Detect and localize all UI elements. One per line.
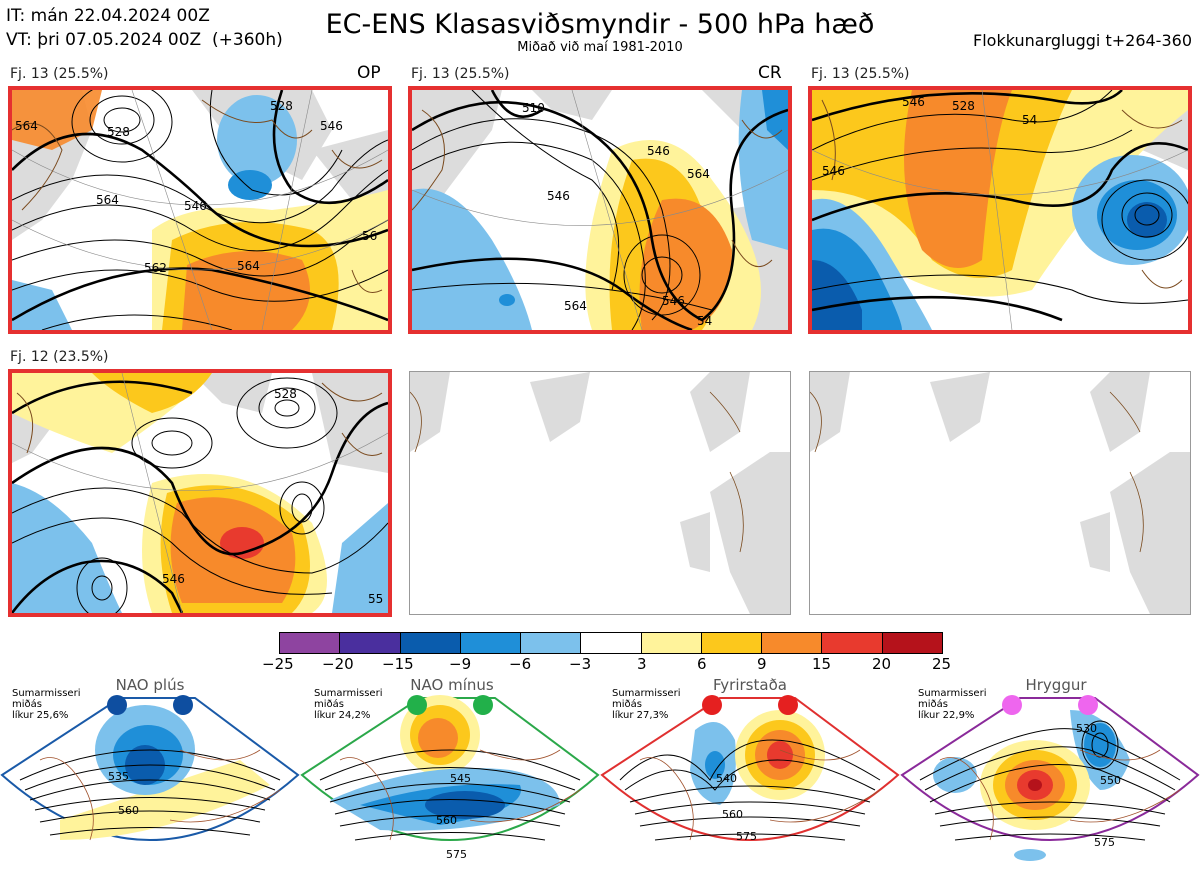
contour-label: 54: [1022, 113, 1037, 127]
contour-label: 546: [320, 119, 343, 133]
contour-label: 546: [662, 294, 685, 308]
contour-label: 575: [736, 830, 757, 843]
page-subtitle: Miðað við maí 1981-2010: [517, 40, 683, 55]
cluster-map-1[interactable]: 528 564 546 564 562 546 564 56 528: [8, 86, 392, 334]
classification-window: Flokkunargluggi t+264-360: [973, 31, 1192, 50]
contour-label: 528: [952, 99, 975, 113]
season-label: Sumarmisseri: [314, 688, 383, 699]
panel-2-tag: CR: [758, 63, 782, 83]
contour-label: 562: [144, 261, 167, 275]
contour-label: 528: [107, 125, 130, 139]
valid-time: VT: þri 07.05.2024 00Z (+360h): [6, 30, 283, 50]
contour-label: 564: [237, 259, 260, 273]
panel-1-tag: OP: [357, 63, 381, 83]
contour-label: 56: [362, 229, 377, 243]
colorbar-tick: 6: [697, 655, 707, 673]
colorbar-tick: 3: [637, 655, 647, 673]
contour-label: 545: [450, 772, 471, 785]
contour-label: 55: [368, 592, 383, 606]
probability-label: líkur 27,3%: [612, 710, 669, 721]
season-label: Sumarmisseri: [12, 688, 81, 699]
median-label: miðás: [12, 699, 42, 710]
colorbar-tick: 20: [872, 655, 892, 673]
init-time: IT: mán 22.04.2024 00Z: [6, 6, 210, 26]
regime-4-map: 530 550 575: [900, 695, 1200, 861]
contour-label: 564: [15, 119, 38, 133]
contour-label: 540: [716, 772, 737, 785]
cluster-map-5-empty: [409, 371, 791, 615]
colorbar-tick: −25: [262, 655, 294, 673]
contour-label: 546: [162, 572, 185, 586]
panel-3-label: Fj. 13 (25.5%): [811, 66, 910, 82]
probability-label: líkur 25,6%: [12, 710, 69, 721]
contour-label: 564: [687, 167, 710, 181]
colorbar-tick: 25: [932, 655, 952, 673]
probability-label: líkur 24,2%: [314, 710, 371, 721]
cluster-map-6-empty: [809, 371, 1191, 615]
contour-label: 575: [1094, 836, 1115, 849]
median-label: miðás: [918, 699, 948, 710]
colorbar-tick: 9: [757, 655, 767, 673]
contour-label: 575: [446, 848, 467, 861]
contour-label: 510: [522, 101, 545, 115]
season-label: Sumarmisseri: [612, 688, 681, 699]
median-label: miðás: [612, 699, 642, 710]
cluster-map-2[interactable]: 510 546 564 564 546 54 546: [408, 86, 792, 334]
anomaly-colorbar: [279, 632, 943, 654]
contour-label: 560: [722, 808, 743, 821]
regime-3-info: Sumarmisseri miðás líkur 27,3%: [612, 688, 680, 721]
regime-1-title: NAO plús: [115, 676, 185, 694]
contour-label: 535: [108, 770, 129, 783]
contour-label: 550: [1100, 774, 1121, 787]
colorbar-tick: −15: [382, 655, 414, 673]
contour-label: 54: [697, 314, 712, 328]
contour-label: 546: [902, 95, 925, 109]
cluster-map-3[interactable]: 528 546 546 54: [808, 86, 1192, 334]
contour-label: 560: [118, 804, 139, 817]
regime-3-map: 540 560 575: [600, 695, 900, 843]
season-label: Sumarmisseri: [918, 688, 987, 699]
colorbar-tick: −20: [322, 655, 354, 673]
contour-label: 546: [647, 144, 670, 158]
run-info: IT: mán 22.04.2024 00Z VT: þri 07.05.2024…: [6, 4, 283, 52]
page-title: EC-ENS Klasasviðsmyndir - 500 hPa hæð: [325, 9, 875, 40]
regime-1-info: Sumarmisseri miðás líkur 25,6%: [12, 688, 80, 721]
panel-4-label: Fj. 12 (23.5%): [10, 349, 109, 365]
cluster-map-4[interactable]: 528 546 55: [8, 369, 392, 617]
colorbar-tick: −9: [449, 655, 472, 673]
colorbar-tick: −6: [509, 655, 532, 673]
regime-2-map: 545 560 575: [300, 695, 600, 861]
contour-label: 546: [184, 199, 207, 213]
contour-label: 530: [1076, 722, 1097, 735]
regime-3-title: Fyrirstaða: [713, 676, 787, 694]
regime-4-title: Hryggur: [1025, 676, 1087, 694]
median-label: miðás: [314, 699, 344, 710]
panel-1-label: Fj. 13 (25.5%): [10, 66, 109, 82]
contour-label: 528: [274, 387, 297, 401]
contour-label: 564: [564, 299, 587, 313]
colorbar-tick: −3: [569, 655, 592, 673]
contour-label: 546: [547, 189, 570, 203]
regime-4-info: Sumarmisseri miðás líkur 22,9%: [918, 688, 986, 721]
contour-label: 564: [96, 193, 119, 207]
colorbar-tick: 15: [812, 655, 832, 673]
panel-2-label: Fj. 13 (25.5%): [411, 66, 510, 82]
regime-2-info: Sumarmisseri miðás líkur 24,2%: [314, 688, 382, 721]
regime-1-map: 535 560: [0, 695, 300, 841]
contour-label: 560: [436, 814, 457, 827]
contour-label: 546: [822, 164, 845, 178]
contour-label: 528: [270, 99, 293, 113]
probability-label: líkur 22,9%: [918, 710, 975, 721]
regime-2-title: NAO mínus: [410, 676, 494, 694]
